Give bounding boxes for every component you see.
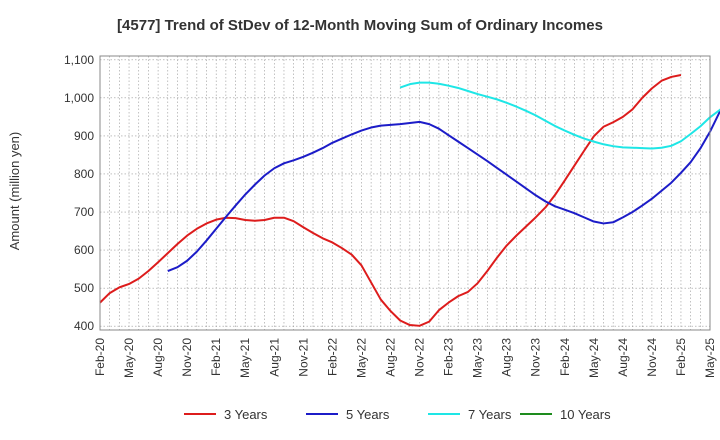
y-tick-label: 1,000: [64, 91, 94, 105]
x-tick-label: Feb-25: [674, 338, 688, 376]
x-axis-ticks: Feb-20 May-20 Aug-20 Nov-20 Feb-21 May-21 Aug-…: [93, 338, 717, 378]
grid-lines: [99, 56, 711, 330]
y-tick-label: 400: [74, 319, 94, 333]
legend: 3 Years 5 Years 7 Years 10 Years: [184, 407, 611, 422]
chart-title: [4577] Trend of StDev of 12-Month Moving…: [117, 17, 603, 34]
y-tick-label: 600: [74, 243, 94, 257]
x-tick-label: Nov-23: [529, 338, 543, 377]
x-tick-label: May-25: [703, 338, 717, 378]
x-tick-label: Nov-21: [296, 338, 310, 377]
x-tick-label: Aug-21: [267, 338, 281, 377]
x-tick-label: Feb-23: [442, 338, 456, 376]
x-tick-label: Feb-24: [558, 338, 572, 376]
legend-label: 10 Years: [560, 407, 611, 422]
x-tick-label: May-22: [354, 338, 368, 378]
legend-label: 7 Years: [468, 407, 512, 422]
y-tick-label: 1,100: [64, 53, 94, 67]
y-axis-ticks: 400 500 600 700 800 900 1,000 1,100: [64, 53, 94, 333]
plot-frame: [99, 55, 711, 331]
x-tick-label: Feb-22: [325, 338, 339, 376]
x-tick-label: May-20: [122, 338, 136, 378]
x-tick-label: Aug-23: [500, 338, 514, 377]
series-line-7-years: [399, 81, 720, 150]
x-tick-label: Nov-20: [180, 338, 194, 377]
x-tick-label: Aug-22: [383, 338, 397, 377]
legend-label: 5 Years: [346, 407, 390, 422]
series-line-3-years: [99, 74, 682, 327]
x-tick-label: Feb-21: [209, 338, 223, 376]
y-tick-label: 800: [74, 167, 94, 181]
x-tick-label: Aug-20: [151, 338, 165, 377]
x-tick-label: May-23: [471, 338, 485, 378]
x-tick-label: Aug-24: [616, 338, 630, 377]
y-axis-label: Amount (million yen): [7, 132, 22, 251]
x-tick-label: May-21: [238, 338, 252, 378]
y-tick-label: 700: [74, 205, 94, 219]
x-tick-label: Feb-20: [93, 338, 107, 376]
legend-label: 3 Years: [224, 407, 268, 422]
x-tick-label: Nov-22: [413, 338, 427, 377]
series-lines: [99, 74, 720, 327]
y-tick-label: 500: [74, 281, 94, 295]
x-tick-label: Nov-24: [645, 338, 659, 377]
x-tick-label: May-24: [587, 338, 601, 378]
y-tick-label: 900: [74, 129, 94, 143]
series-line-5-years: [167, 109, 720, 272]
